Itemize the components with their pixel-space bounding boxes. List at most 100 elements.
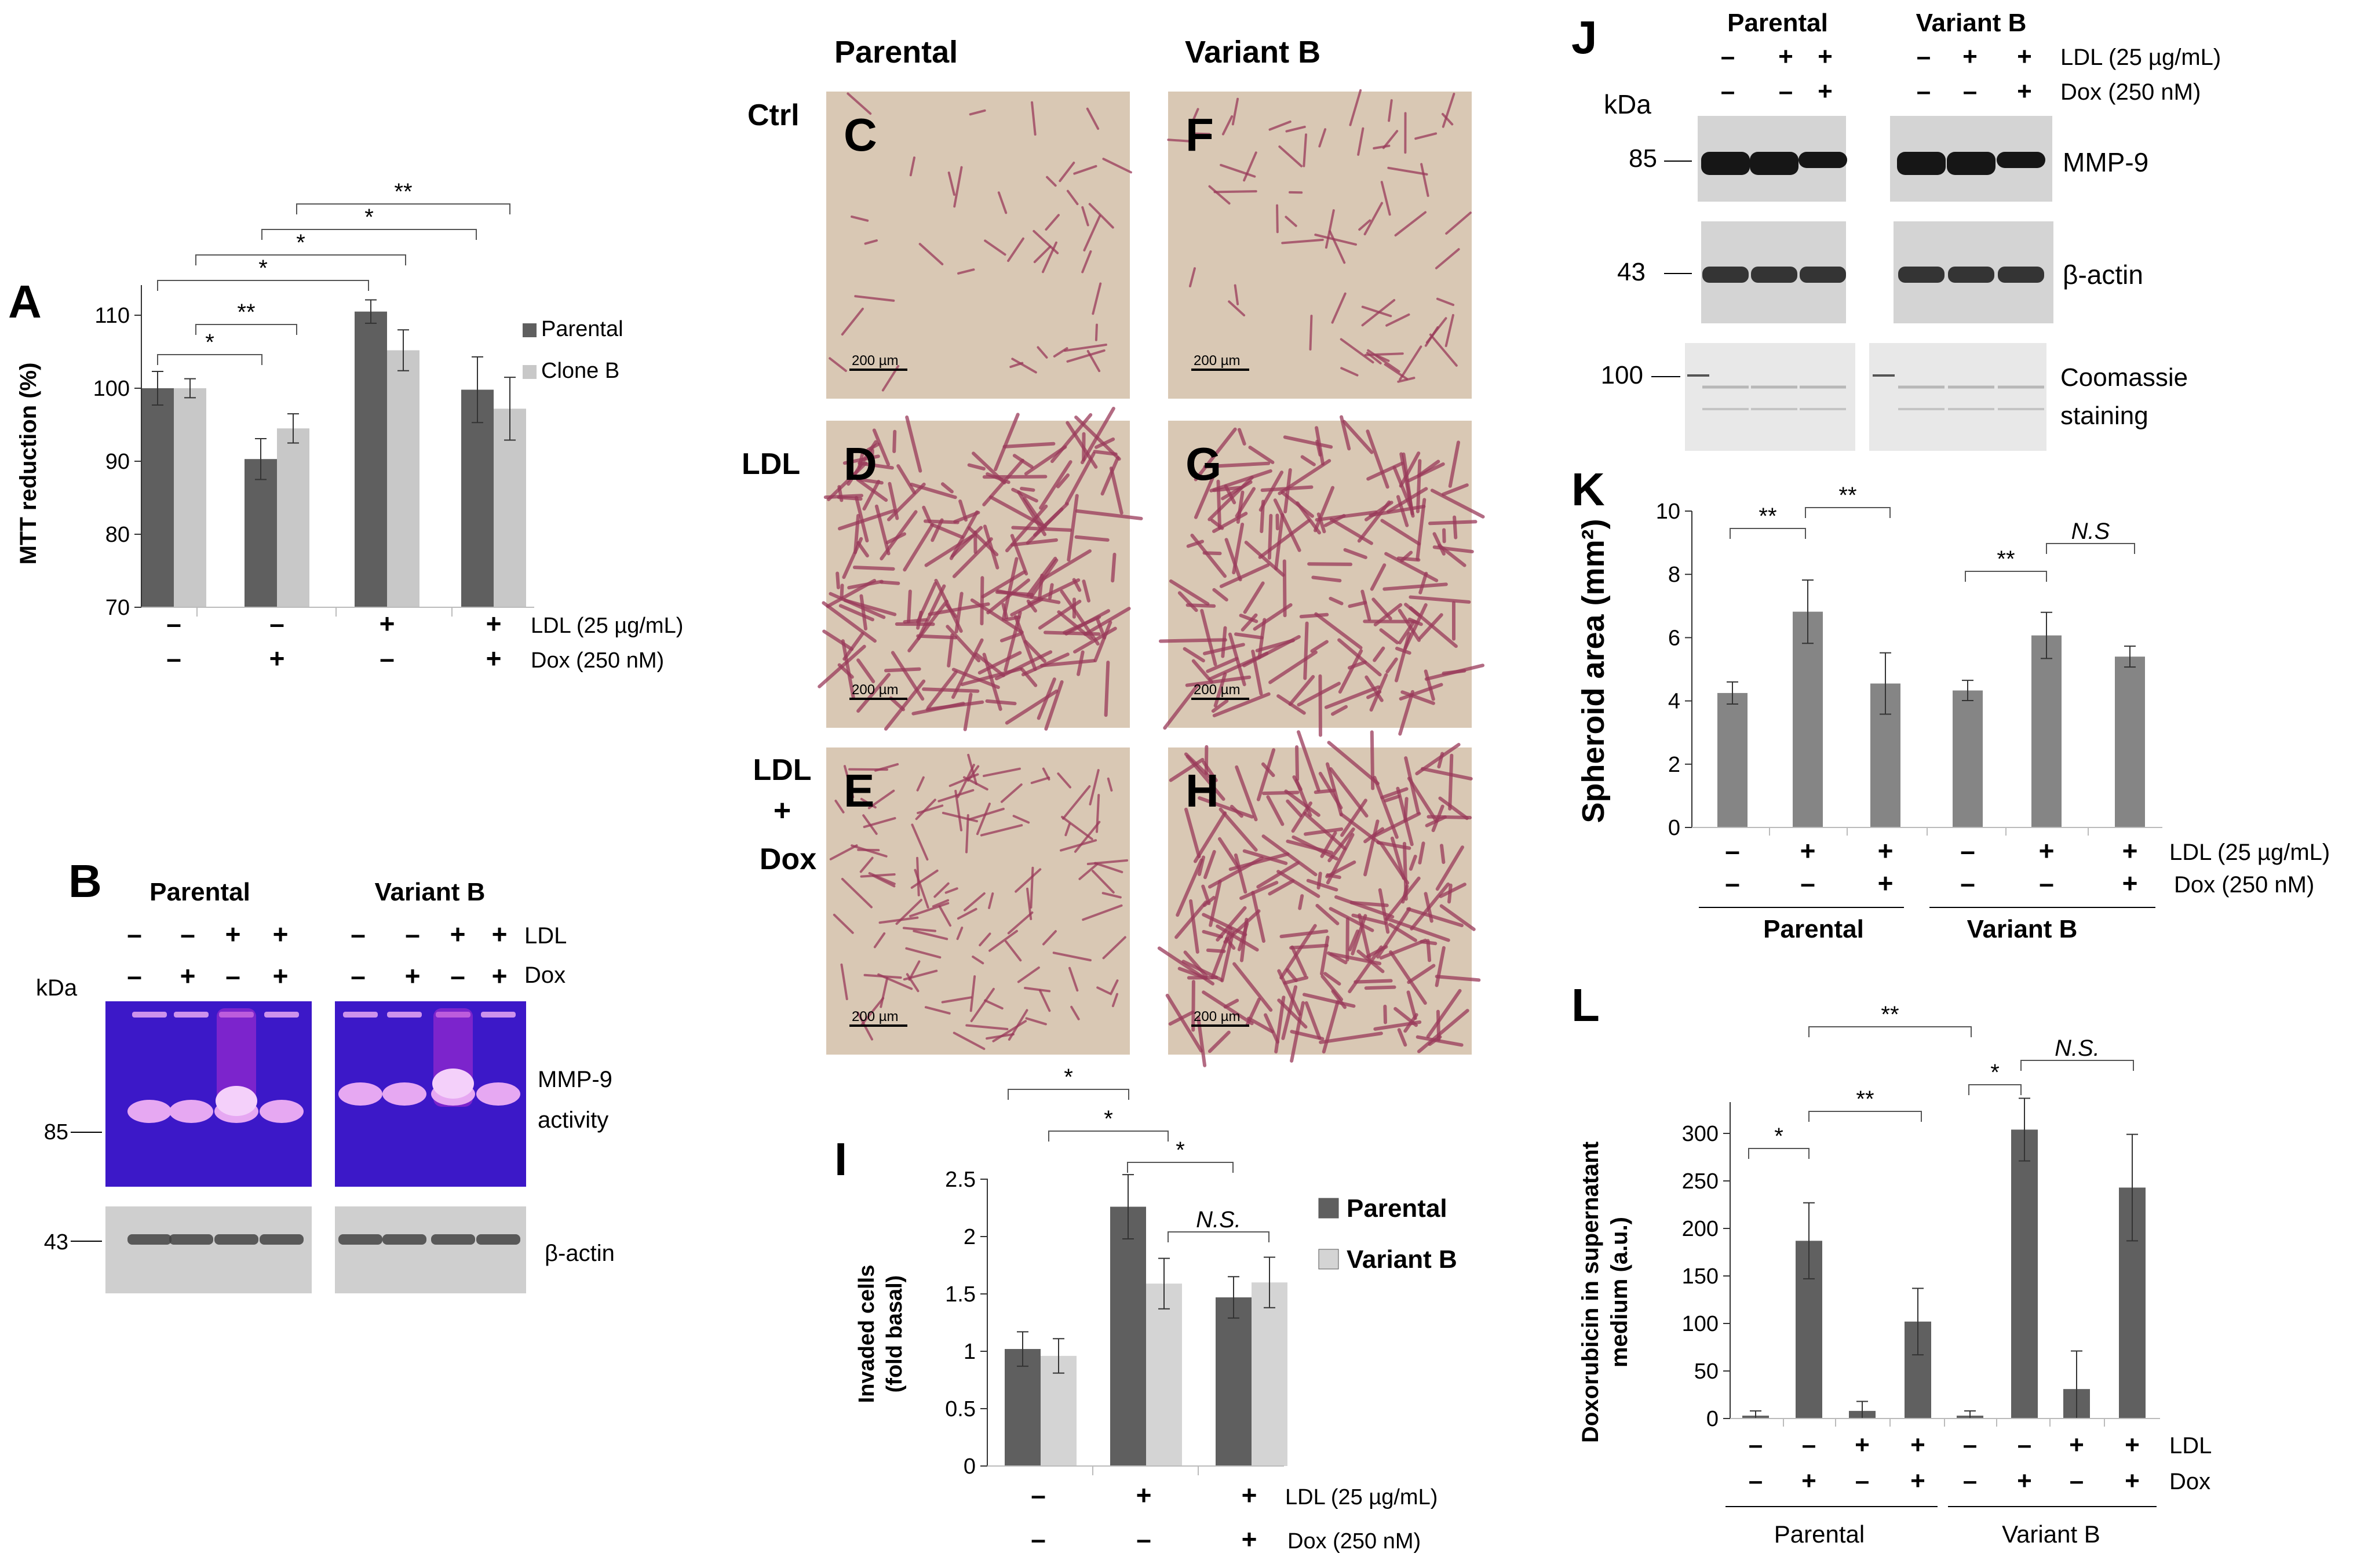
panel-j-mmp9-band: [1947, 152, 1995, 175]
panel-j-parental: Parental: [1727, 9, 1828, 37]
panel-k-sig-bracket: [1805, 507, 1891, 518]
micro-row-combo-dox: Dox: [760, 843, 816, 876]
panel-l-dox-sign: +: [1801, 1467, 1816, 1495]
micrograph-cell: [932, 899, 950, 908]
micrograph-cell: [1232, 522, 1245, 575]
micrograph-cell: [1366, 461, 1404, 481]
micrograph-cell: [1030, 776, 1050, 785]
micrograph-cell: [1340, 367, 1359, 377]
micrograph-cell: [1360, 589, 1371, 621]
micrograph-cell: [872, 428, 891, 466]
panel-l-group-parental: Parental: [1774, 1520, 1865, 1548]
micrograph-cell: [1158, 638, 1227, 643]
micrograph-cell: [1086, 107, 1100, 130]
panel-b-actin-band: [338, 1234, 382, 1245]
micrograph-cell: [1276, 870, 1320, 898]
panel-a-bar-clone-b: [387, 350, 419, 607]
micrograph-cell: [1224, 538, 1242, 582]
micrograph-cell: [1426, 989, 1462, 1038]
micrograph-cell: [1286, 799, 1303, 818]
micrograph-cell: [1409, 595, 1471, 604]
panel-b-kda: kDa: [36, 975, 78, 1001]
panel-j-mmp9-label: MMP-9: [2063, 147, 2148, 177]
panel-a-sig-label: **: [237, 300, 255, 325]
micrograph-cell: [1314, 612, 1363, 650]
micrograph-cell: [1428, 1035, 1442, 1046]
panel-a-sig-bracket: [157, 280, 369, 291]
micrograph-cell: [1086, 859, 1129, 866]
panel-b-dox-sign: +: [405, 961, 421, 991]
micrograph-cell: [841, 307, 864, 336]
panel-a-dox-sign: +: [269, 643, 285, 673]
panel-b-dox-label: Dox: [524, 962, 566, 988]
micrograph-cell: [1184, 807, 1201, 859]
panel-a-sig-label: *: [258, 256, 268, 281]
panel-l-dox-sign: +: [1910, 1467, 1925, 1495]
micrograph-cell: [952, 537, 993, 578]
panel-a-legend: Parental Clone B: [523, 317, 623, 383]
micrograph-cell: [864, 239, 878, 245]
micrograph-cell: [1397, 1028, 1407, 1047]
micrograph-cell: [856, 477, 888, 502]
panel-l-ldl-sign: –: [1802, 1431, 1816, 1459]
panel-l-sig-bracket: [1748, 1148, 1810, 1159]
panel-b-ldl-sign: +: [492, 919, 508, 949]
micrograph-cell: [1378, 888, 1390, 934]
panel-k-group-variant: Variant B: [1967, 915, 2078, 943]
micrograph-cell: [1002, 442, 1056, 448]
panel-k-bars: [1717, 579, 2145, 827]
panel-k-sig-label: **: [1997, 546, 2015, 572]
micrograph-cell: [1285, 216, 1297, 227]
micrograph-cell: [1453, 515, 1458, 539]
panel-b-ldl-label: LDL: [524, 923, 567, 949]
micrograph-cell: [1435, 975, 1481, 982]
panel-b-ldl-sign: +: [225, 919, 241, 949]
panel-letter-a: A: [8, 276, 42, 327]
micrograph-cell: [1288, 674, 1315, 706]
panel-b-dox-sign: –: [351, 961, 366, 991]
micrograph-cell: [880, 976, 889, 1008]
micrograph-cell: [1093, 620, 1112, 662]
panel-j-signs: ––+–++––+–++: [1721, 42, 2032, 105]
micrograph-cell: [1399, 345, 1422, 381]
micrograph-cell: [1439, 904, 1476, 931]
micrograph-cell: [1010, 538, 1058, 547]
panel-l: L Doxorubicin in supernatant medium (a.u…: [1571, 979, 2212, 1548]
micrograph-cell: [1075, 509, 1143, 520]
micrograph-cell: [944, 887, 958, 894]
micrograph-cell: [873, 932, 886, 949]
micrograph-cell: [1074, 535, 1110, 542]
micrograph-cell: [1169, 757, 1205, 782]
panel-i-bar-parental: [1005, 1349, 1041, 1466]
micrograph-cell: [963, 892, 986, 911]
micrograph-cell: [1044, 680, 1064, 731]
micrograph-cell: [1228, 300, 1246, 317]
micrograph-cell: [1068, 967, 1079, 992]
micrograph-cell: [877, 973, 913, 990]
panel-k-sig-bracket: [2046, 543, 2135, 554]
panel-a-dox-sign: –: [166, 643, 181, 673]
panel-i-bar-parental: [1216, 1297, 1252, 1466]
micrograph-cell: [1303, 993, 1356, 1008]
micrograph-cell: [1111, 993, 1119, 1008]
panel-b-zymogram-left: [105, 1001, 312, 1187]
micrograph-cell: [946, 625, 981, 663]
micrograph-cell: [903, 523, 934, 572]
panel-k: K Spheroid area (mm²) ******N.S 0246810 …: [1571, 464, 2330, 943]
panel-k-significance: ** ** ** N.S: [1730, 483, 2135, 582]
micrograph-cell: [1024, 987, 1051, 993]
micrograph-cell: [1373, 646, 1385, 662]
panel-i-y-tick-label: 1.5: [945, 1282, 976, 1307]
micrograph-cell: [1399, 683, 1443, 701]
micrograph-cell: [947, 633, 954, 668]
micrograph-cell: [1428, 520, 1478, 526]
micrograph-cell: [1213, 190, 1257, 194]
panel-j-mmp9-band: [1701, 152, 1750, 175]
micrograph-cell: [1345, 917, 1349, 962]
micrograph-cell: [1361, 305, 1392, 318]
micrograph-cell: [1290, 945, 1307, 977]
panel-l-bars: [1742, 1097, 2146, 1419]
micro-col-parental: Parental: [834, 35, 958, 70]
panel-a-sig-label: *: [364, 205, 374, 230]
micrograph-cell: [947, 172, 955, 196]
